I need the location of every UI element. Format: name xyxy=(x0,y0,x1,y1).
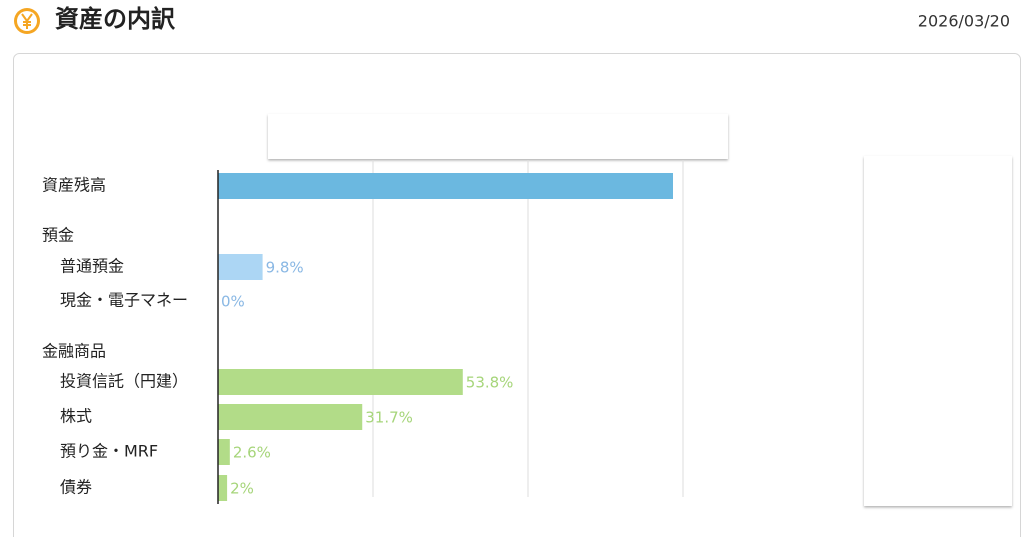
row-label: 投資信託（円建） xyxy=(60,372,188,391)
row-label: 預り金・MRF xyxy=(60,442,158,461)
value-label: 2.6% xyxy=(233,444,271,462)
blank-panel xyxy=(268,114,728,159)
bar xyxy=(218,439,230,465)
bar xyxy=(218,404,363,430)
yen-glyph xyxy=(21,13,33,29)
row-label: 預金 xyxy=(42,226,74,245)
row-label: 債券 xyxy=(60,478,92,497)
date: 2026/03/20 xyxy=(918,12,1010,31)
page-title: 資産の内訳 xyxy=(55,5,176,33)
row-label: 株式 xyxy=(60,407,92,426)
value-label: 2% xyxy=(230,480,254,498)
value-label: 53.8% xyxy=(466,374,514,392)
bar xyxy=(218,254,263,280)
value-label: 31.7% xyxy=(365,409,413,427)
row-label: 現金・電子マネー xyxy=(60,291,188,310)
value-label: 0% xyxy=(221,293,245,311)
row-label: 資産残高 xyxy=(42,176,106,195)
bar xyxy=(218,475,228,501)
bar xyxy=(218,173,673,199)
blank-panel xyxy=(864,156,1012,506)
row-label: 金融商品 xyxy=(42,342,106,361)
row-label: 普通預金 xyxy=(60,257,124,276)
grid xyxy=(372,160,684,497)
bar xyxy=(218,369,463,395)
value-label: 9.8% xyxy=(266,259,304,277)
